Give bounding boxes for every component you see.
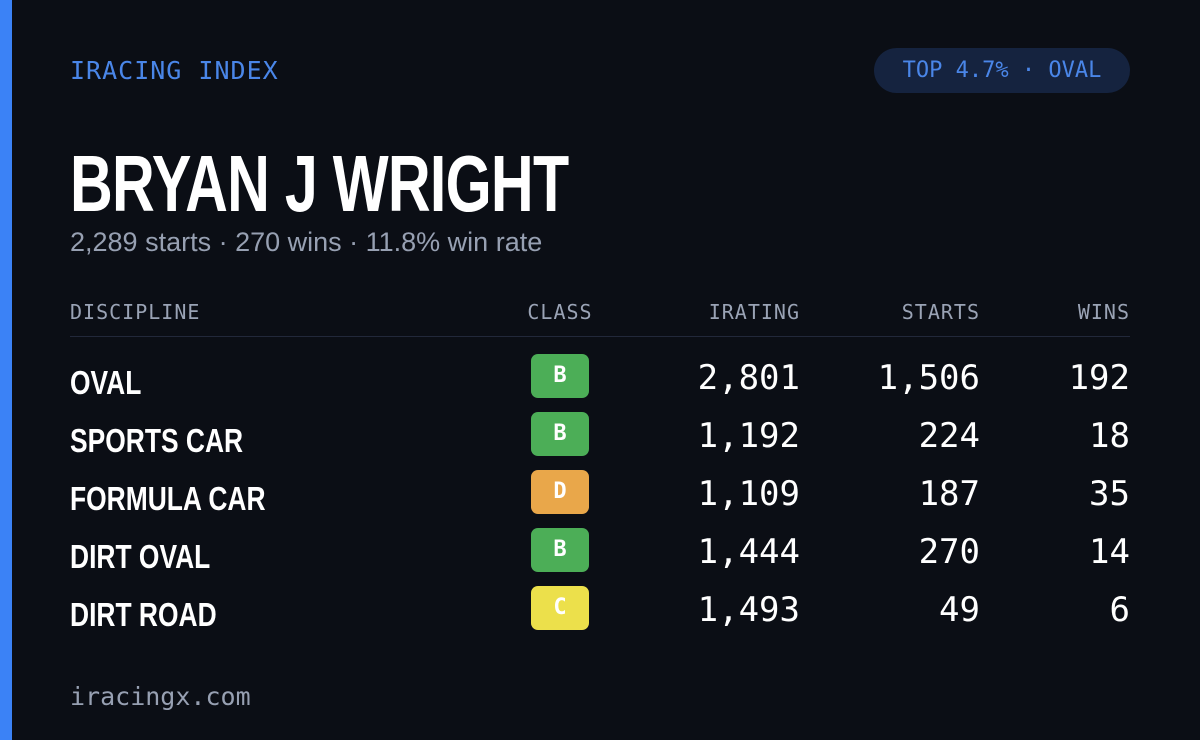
column-header: WINS bbox=[1077, 300, 1130, 324]
irating: 1,192 bbox=[697, 416, 800, 456]
starts: 270 bbox=[918, 532, 980, 572]
discipline: FORMULA CAR bbox=[70, 480, 266, 517]
class-badge: D bbox=[531, 470, 589, 514]
starts: 224 bbox=[918, 416, 980, 456]
wins: 35 bbox=[1089, 474, 1130, 514]
wins: 6 bbox=[1109, 590, 1130, 630]
discipline: OVAL bbox=[70, 364, 142, 401]
class-badge: B bbox=[531, 528, 589, 572]
class-badge: C bbox=[531, 586, 589, 630]
footer: iracingx.com bbox=[70, 682, 251, 711]
column-header: STARTS bbox=[901, 300, 980, 324]
class-badge: B bbox=[531, 412, 589, 456]
header-rule bbox=[70, 336, 1130, 337]
irating: 2,801 bbox=[697, 358, 800, 398]
discipline: DIRT OVAL bbox=[70, 538, 211, 575]
irating: 1,444 bbox=[697, 532, 800, 572]
starts: 49 bbox=[939, 590, 980, 630]
badge: TOP 4.7% · OVAL bbox=[902, 58, 1102, 83]
wins: 18 bbox=[1089, 416, 1130, 456]
class-badge: B bbox=[531, 354, 589, 398]
starts: 1,506 bbox=[877, 358, 980, 398]
badge-pill bbox=[874, 48, 1130, 93]
column-header: CLASS bbox=[527, 300, 593, 324]
brand: IRACING INDEX bbox=[70, 56, 279, 85]
wins: 14 bbox=[1089, 532, 1130, 572]
discipline: DIRT ROAD bbox=[70, 596, 217, 633]
irating: 1,493 bbox=[697, 590, 800, 630]
column-header: DISCIPLINE bbox=[70, 300, 201, 324]
starts: 187 bbox=[918, 474, 980, 514]
column-header: IRATING bbox=[708, 300, 800, 324]
irating: 1,109 bbox=[697, 474, 800, 514]
discipline: SPORTS CAR bbox=[70, 422, 244, 459]
accent-bar bbox=[0, 0, 12, 740]
wins: 192 bbox=[1068, 358, 1130, 398]
driver-name: BRYAN J WRIGHT bbox=[70, 139, 569, 228]
subtitle: 2,289 starts · 270 wins · 11.8% win rate bbox=[70, 227, 543, 257]
